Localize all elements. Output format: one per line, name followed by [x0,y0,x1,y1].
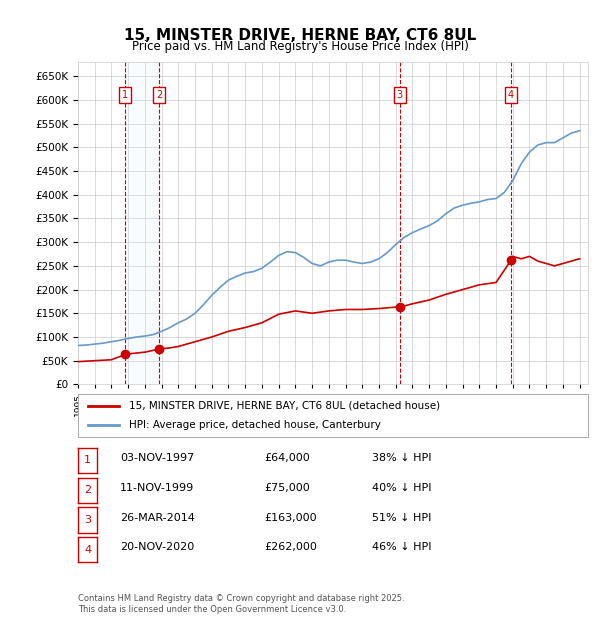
Text: 51% ↓ HPI: 51% ↓ HPI [372,513,431,523]
Text: 20-NOV-2020: 20-NOV-2020 [120,542,194,552]
Text: 2: 2 [156,90,163,100]
Text: 38% ↓ HPI: 38% ↓ HPI [372,453,431,463]
Text: 2: 2 [84,485,91,495]
Text: 3: 3 [84,515,91,525]
Text: 4: 4 [508,90,514,100]
Text: 40% ↓ HPI: 40% ↓ HPI [372,483,431,493]
Text: 11-NOV-1999: 11-NOV-1999 [120,483,194,493]
Text: 15, MINSTER DRIVE, HERNE BAY, CT6 8UL: 15, MINSTER DRIVE, HERNE BAY, CT6 8UL [124,28,476,43]
Text: HPI: Average price, detached house, Canterbury: HPI: Average price, detached house, Cant… [129,420,381,430]
Text: 1: 1 [84,456,91,466]
Text: 3: 3 [397,90,403,100]
Text: £75,000: £75,000 [264,483,310,493]
Text: 03-NOV-1997: 03-NOV-1997 [120,453,194,463]
Text: 26-MAR-2014: 26-MAR-2014 [120,513,195,523]
Text: Contains HM Land Registry data © Crown copyright and database right 2025.
This d: Contains HM Land Registry data © Crown c… [78,595,404,614]
Text: 15, MINSTER DRIVE, HERNE BAY, CT6 8UL (detached house): 15, MINSTER DRIVE, HERNE BAY, CT6 8UL (d… [129,401,440,411]
Text: £64,000: £64,000 [264,453,310,463]
Text: 1: 1 [122,90,128,100]
Text: Price paid vs. HM Land Registry's House Price Index (HPI): Price paid vs. HM Land Registry's House … [131,40,469,53]
Bar [125,62,159,384]
Text: 46% ↓ HPI: 46% ↓ HPI [372,542,431,552]
Text: £163,000: £163,000 [264,513,317,523]
Text: 4: 4 [84,545,91,555]
Text: £262,000: £262,000 [264,542,317,552]
